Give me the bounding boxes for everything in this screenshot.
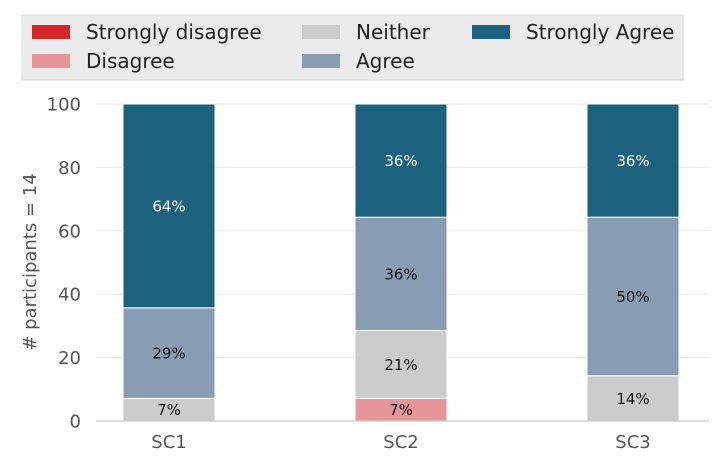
legend-swatch — [302, 54, 340, 68]
x-tick-label: SC2 — [383, 432, 418, 453]
bar-data-label: 7% — [389, 401, 413, 419]
y-tick-label: 80 — [58, 158, 81, 179]
x-axis-ticks: SC1 SC2 SC3 — [151, 432, 650, 453]
legend-box — [21, 14, 684, 81]
legend-swatch — [32, 54, 70, 68]
legend-label: Agree — [356, 49, 415, 73]
y-tick-label: 0 — [70, 412, 81, 433]
y-axis-title: # participants = 14 — [20, 173, 41, 350]
bar-data-label: 36% — [384, 265, 417, 283]
y-tick-label: 100 — [47, 95, 81, 116]
bar-data-label: 36% — [384, 152, 417, 170]
bar-data-label: 21% — [384, 356, 417, 374]
bar-data-label: 29% — [152, 345, 185, 363]
y-axis-ticks: 0 20 40 60 80 100 — [47, 95, 81, 433]
bar-segment — [586, 103, 680, 218]
x-tick-label: SC3 — [615, 432, 650, 453]
bar-data-label: 7% — [157, 401, 181, 419]
legend-swatch — [472, 25, 510, 39]
legend-label: Strongly Agree — [526, 20, 674, 44]
y-tick-label: 40 — [58, 285, 81, 306]
bar-data-label: 14% — [616, 390, 649, 408]
bar-segment — [122, 103, 216, 309]
bar-data-label: 36% — [616, 152, 649, 170]
bars — [122, 103, 680, 422]
segment-labels: 7% 29% 64% 7% 21% 36% 36% 14% 50% 36% — [152, 152, 649, 419]
bar-segment — [586, 216, 680, 377]
bar-data-label: 64% — [152, 197, 185, 215]
legend: Strongly disagree Disagree Neither Agree Str… — [21, 14, 684, 81]
legend-label: Disagree — [86, 49, 175, 73]
legend-swatch — [32, 25, 70, 39]
bar-segment — [354, 103, 448, 218]
bar-segment — [122, 307, 216, 399]
bar-data-label: 50% — [616, 288, 649, 306]
y-tick-label: 20 — [58, 348, 81, 369]
legend-label: Neither — [356, 20, 431, 44]
y-tick-label: 60 — [58, 221, 81, 242]
legend-label: Strongly disagree — [86, 20, 262, 44]
legend-swatch — [302, 25, 340, 39]
x-tick-label: SC1 — [151, 432, 186, 453]
